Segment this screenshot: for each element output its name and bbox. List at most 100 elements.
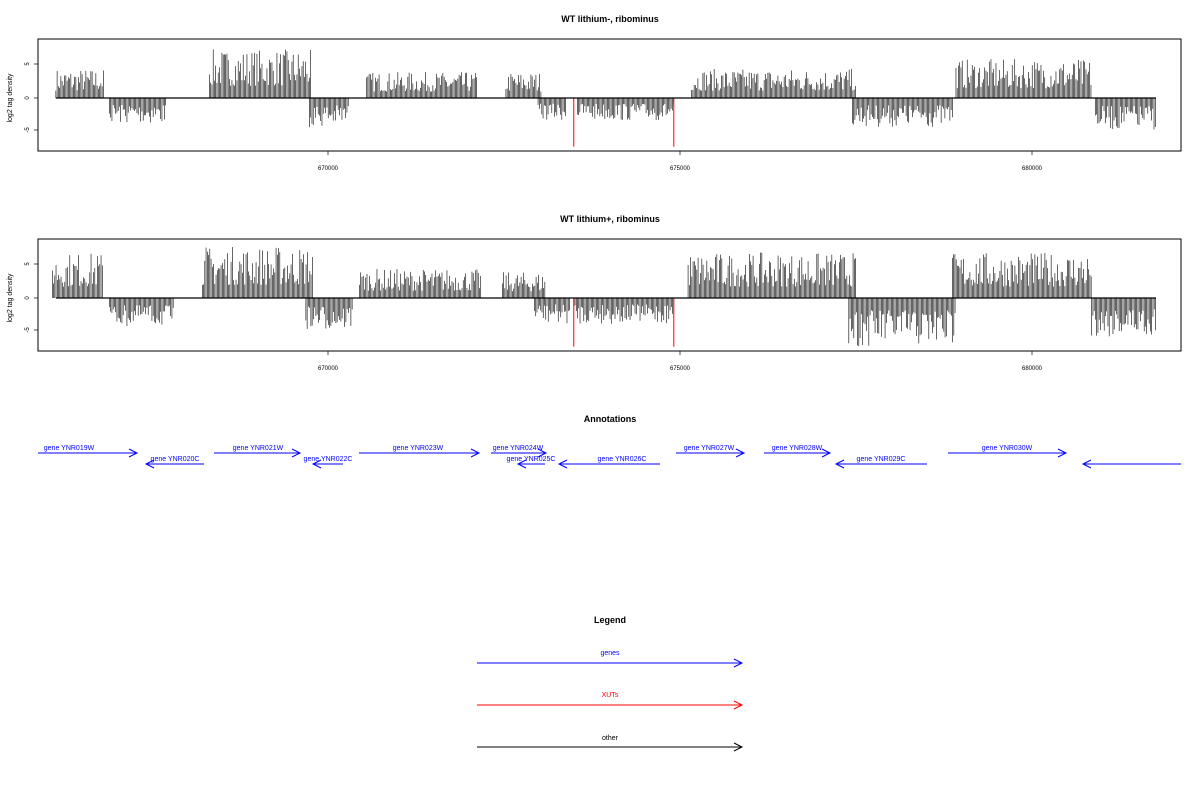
panel-2-region-0 [51,253,103,298]
gene-arrowhead [291,448,302,458]
gene-label: gene YNR023W [393,445,444,452]
gene-arrowhead [470,448,481,458]
legend: Legend genes XUTs other [477,615,744,752]
panel-1-frame [37,38,1182,152]
panel-2-xtick-670000: 670000 [318,366,339,372]
gene-arrowhead [557,459,568,469]
gene-label: gene YNR025C [507,456,556,463]
panel-2-region-5 [502,272,546,298]
panel-2-region-6 [534,298,570,324]
panel-2: WT lithium+, ribominus 5 0 -5 log2 tag d… [7,214,1182,372]
panel-2-region-3 [305,298,353,329]
panel-2-y-axis: 5 0 -5 log2 tag density [7,262,38,333]
panel-2-region-8 [687,252,856,298]
panel-2-title: WT lithium+, ribominus [560,214,660,224]
gene-label: gene YNR022C [304,456,353,463]
gene-2: gene YNR021W [214,445,302,458]
gene-arrowhead [128,448,139,458]
panel-1-bars [55,49,1156,147]
gene-0: gene YNR019W [38,445,139,458]
gene-12 [1081,459,1181,469]
legend-item-genes: genes [477,650,744,668]
gene-arrowhead [821,448,832,458]
panel-2-region-9 [848,298,956,346]
panel-1-xtick-680000: 680000 [1022,166,1043,172]
panel-1-region-2 [209,49,312,98]
gene-1: gene YNR020C [144,456,204,469]
panel-2-bars [51,246,1156,347]
panel-1-region-0 [55,70,104,98]
panel-2-xtick-675000: 675000 [670,366,691,372]
gene-10: gene YNR029C [834,456,927,469]
legend-title: Legend [594,615,626,625]
panel-1-xtick-675000: 675000 [670,166,691,172]
gene-arrowhead [144,459,155,469]
panel-2-region-10 [952,253,1092,298]
legend-arrowhead-other [733,742,744,752]
panel-1: WT lithium-, ribominus 5 0 -5 log2 tag d… [7,14,1182,172]
panel-2-region-4 [359,269,482,298]
gene-8: gene YNR027W [676,445,746,458]
panel-1-region-1 [109,98,166,123]
gene-arrowhead [537,448,548,458]
panel-1-ylabel: log2 tag density [7,73,14,123]
gene-11: gene YNR030W [948,445,1068,458]
panel-2-ylabel: log2 tag density [7,273,14,323]
panel-1-region-3 [309,98,349,128]
panel-1-region-10 [955,59,1092,98]
panel-1-y-axis: 5 0 -5 log2 tag density [7,62,38,133]
gene-5: gene YNR024W [491,445,548,458]
gene-7: gene YNR026C [557,456,660,469]
panel-1-region-5 [505,73,542,98]
legend-label-xuts: XUTs [602,692,619,699]
gene-6: gene YNR025C [507,456,556,469]
panel-2-frame [37,238,1182,352]
legend-item-other: other [477,735,744,752]
gene-9: gene YNR028W [764,445,832,458]
panel-1-region-11 [1094,98,1156,130]
panel-1-title: WT lithium-, ribominus [561,14,659,24]
gene-4: gene YNR023W [359,445,481,458]
legend-arrowhead-genes [733,658,744,668]
panel-1-ytick-5: 5 [25,62,31,66]
gene-arrowhead [516,459,527,469]
gene-label: gene YNR021W [233,445,284,452]
legend-label-genes: genes [600,650,620,657]
gene-arrowhead [311,459,322,469]
gene-label: gene YNR030W [982,445,1033,452]
gene-label: gene YNR027W [684,445,735,452]
panel-1-region-9 [852,98,953,127]
legend-item-xuts: XUTs [477,692,744,710]
panel-2-x-axis: 670000 675000 680000 [318,351,1043,372]
gene-label: gene YNR020C [151,456,200,463]
gene-label: gene YNR019W [44,445,95,452]
panel-1-xtick-670000: 670000 [318,166,339,172]
gene-arrowhead [735,448,746,458]
panel-2-ytick-neg5: -5 [25,327,31,333]
panel-1-ytick-0: 0 [25,96,31,100]
gene-3: gene YNR022C [304,456,353,469]
panel-2-region-1 [109,298,174,327]
gene-label: gene YNR028W [772,445,823,452]
gene-arrowhead [1057,448,1068,458]
gene-label: gene YNR026C [598,456,647,463]
panel-2-ytick-0: 0 [25,296,31,300]
panel-1-x-axis: 670000 675000 680000 [318,151,1043,172]
gene-label: gene YNR029C [857,456,906,463]
panel-1-ytick-neg5: -5 [25,127,31,133]
panel-2-xtick-680000: 680000 [1022,366,1043,372]
legend-arrowhead-xuts [733,700,744,710]
gene-label: gene YNR024W [493,445,544,452]
annotations-title: Annotations [584,414,637,424]
panel-1-region-6 [537,98,566,120]
gene-arrowhead [1081,459,1092,469]
panel-2-region-2 [202,246,313,298]
panel-2-region-11 [1091,298,1156,337]
panel-1-region-4 [366,72,477,98]
panel-1-region-8 [691,68,856,98]
panel-2-ytick-5: 5 [25,262,31,266]
gene-arrowhead [834,459,845,469]
gene-track: gene YNR019W gene YNR020C gene YNR021W gene… [38,445,1181,469]
